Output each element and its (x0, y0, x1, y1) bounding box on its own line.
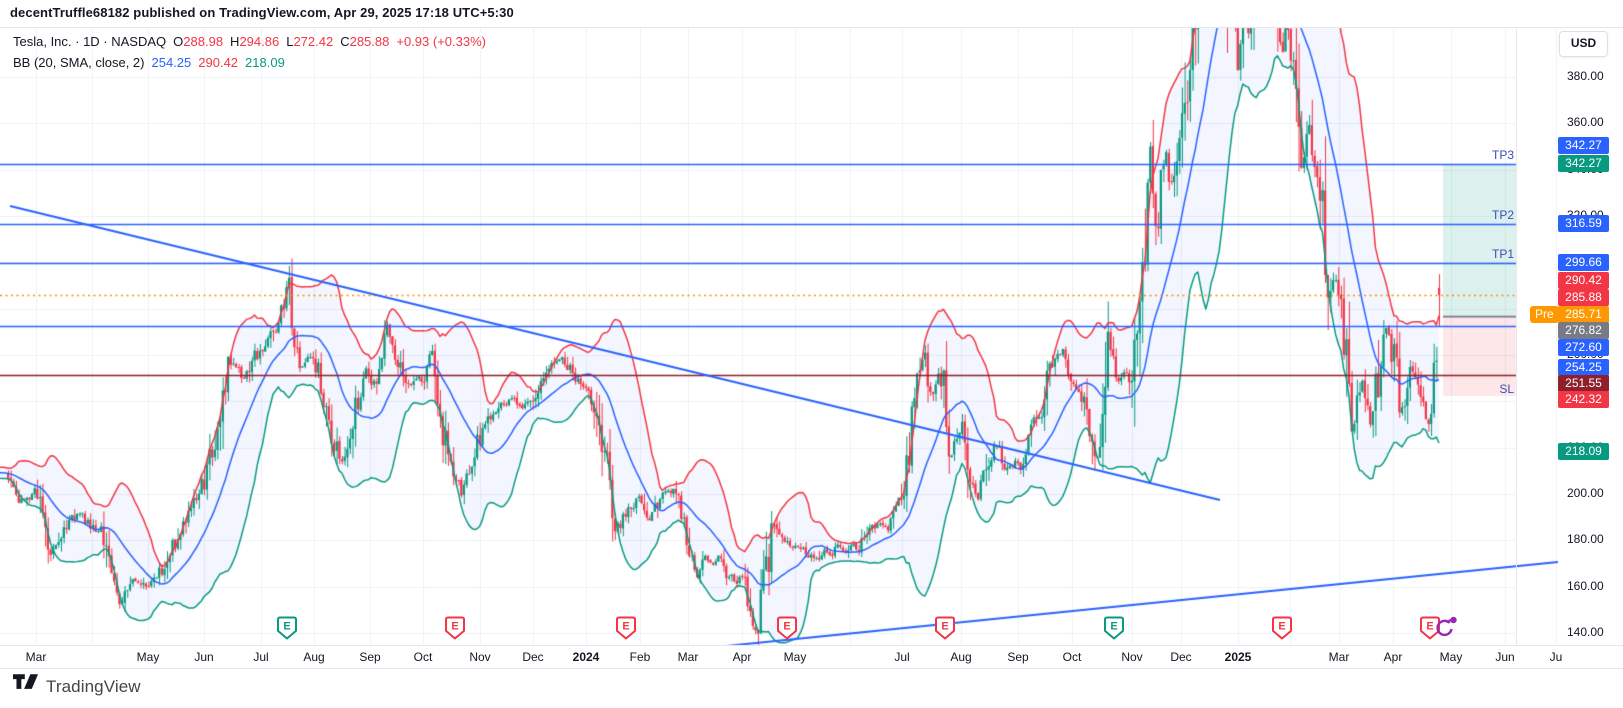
time-axis-label: Dec (522, 650, 544, 664)
svg-text:E: E (1278, 621, 1285, 633)
price-label: 254.25 (1558, 359, 1609, 376)
symbol-legend-row: Tesla, Inc. · 1D · NASDAQ O288.98 H294.86 L… (13, 31, 486, 52)
chart-bottom-divider (0, 668, 1623, 669)
refresh-earnings-icon[interactable] (1434, 615, 1458, 641)
premarket-tag: Pre (1530, 306, 1559, 323)
price-tick: 160.00 (1567, 578, 1604, 593)
time-axis-label: May (136, 650, 160, 664)
time-axis-label: 2024 (572, 650, 600, 664)
time-axis-label: Jul (894, 650, 910, 664)
price-label: 272.60 (1558, 339, 1609, 356)
svg-text:E: E (1110, 621, 1117, 633)
earnings-icon[interactable]: E (616, 616, 637, 642)
bb-lower-value: 218.09 (245, 55, 285, 70)
close-value: 285.88 (349, 34, 390, 49)
indicator-title: BB (20, SMA, close, 2) (13, 55, 145, 70)
published-line: decentTruffle68182 published on TradingV… (10, 5, 514, 20)
target-level-label-tp2[interactable]: TP2 (1491, 208, 1514, 222)
close-label: C (340, 34, 350, 49)
low-label: L (286, 34, 294, 49)
svg-text:E: E (783, 621, 790, 633)
high-label: H (230, 34, 240, 49)
target-level-label-sl[interactable]: SL (1499, 382, 1514, 396)
time-axis-label: 2025 (1224, 650, 1252, 664)
price-axis-divider (1516, 28, 1517, 645)
price-label: 251.55 (1558, 375, 1609, 392)
price-label: 299.66 (1558, 254, 1609, 271)
price-label: 242.32 (1558, 391, 1609, 408)
time-axis-label: Nov (1121, 650, 1143, 664)
currency-toggle-button[interactable]: USD (1559, 31, 1608, 57)
time-axis-label: Jun (194, 650, 214, 664)
time-axis-label: Oct (413, 650, 433, 664)
earnings-icon[interactable]: E (445, 616, 466, 642)
open-value: 288.98 (183, 34, 224, 49)
earnings-icon[interactable]: E (1104, 616, 1125, 642)
svg-text:E: E (622, 621, 629, 633)
bb-basis-value: 254.25 (151, 55, 192, 70)
time-axis-label: Mar (677, 650, 699, 664)
time-axis-label: Apr (732, 650, 752, 664)
time-axis-label: May (783, 650, 807, 664)
tradingview-brand[interactable]: TradingView (13, 674, 141, 699)
chart-legend[interactable]: Tesla, Inc. · 1D · NASDAQ O288.98 H294.86 L… (13, 31, 486, 73)
price-tick: 380.00 (1567, 69, 1604, 83)
svg-text:E: E (283, 621, 290, 633)
time-axis-label: Mar (25, 650, 47, 664)
header-divider (0, 27, 1623, 28)
earnings-icon[interactable]: E (1420, 616, 1441, 642)
time-axis-label: Nov (469, 650, 491, 664)
time-axis-label: Jun (1495, 650, 1515, 664)
time-axis-label: Aug (303, 650, 325, 664)
svg-text:E: E (941, 621, 948, 633)
time-axis-label: Dec (1170, 650, 1192, 664)
target-level-label-tp3[interactable]: TP3 (1491, 148, 1514, 162)
time-axis-label: Feb (629, 650, 651, 664)
time-axis-label: Sep (1007, 650, 1029, 664)
price-tick: 200.00 (1567, 486, 1604, 500)
svg-text:E: E (1426, 621, 1433, 633)
price-label: 285.88 (1558, 289, 1609, 306)
time-axis-label: Sep (359, 650, 381, 664)
time-axis-divider (0, 645, 1623, 646)
time-axis-label: Apr (1383, 650, 1403, 664)
change-value: +0.93 (+0.33%) (396, 34, 486, 49)
time-axis-label: Mar (1328, 650, 1350, 664)
price-tick: 360.00 (1567, 115, 1604, 130)
bb-upper-value: 290.42 (198, 55, 239, 70)
time-axis-label: Oct (1062, 650, 1082, 664)
time-axis-label: Jul (253, 650, 269, 664)
price-label: 285.71 (1558, 306, 1609, 323)
time-axis-label: May (1439, 650, 1463, 664)
earnings-icon[interactable]: E (777, 616, 798, 642)
earnings-icon[interactable]: E (935, 616, 956, 642)
earnings-icon[interactable]: E (1272, 616, 1293, 642)
price-tick: 140.00 (1567, 625, 1604, 639)
time-axis-label: Aug (950, 650, 972, 664)
tradingview-brand-text: TradingView (46, 676, 141, 696)
earnings-icon[interactable]: E (277, 616, 298, 642)
time-axis-label: Ju (1549, 650, 1563, 664)
target-level-label-tp1[interactable]: TP1 (1491, 247, 1514, 261)
indicator-legend-row: BB (20, SMA, close, 2) 254.25 290.42 218.09 (13, 52, 486, 73)
price-label: 276.82 (1558, 322, 1609, 339)
svg-text:E: E (451, 621, 458, 633)
tradingview-logo-icon (13, 674, 38, 699)
price-label: 342.27 (1558, 137, 1609, 154)
open-label: O (173, 34, 184, 49)
price-label: 342.27 (1558, 155, 1609, 172)
price-label: 316.59 (1558, 215, 1609, 232)
symbol-descriptor: Tesla, Inc. · 1D · NASDAQ (13, 34, 167, 49)
high-value: 294.86 (239, 34, 280, 49)
price-label: 290.42 (1558, 272, 1609, 289)
price-label: 218.09 (1558, 443, 1609, 460)
low-value: 272.42 (293, 34, 334, 49)
price-tick: 180.00 (1567, 532, 1604, 547)
